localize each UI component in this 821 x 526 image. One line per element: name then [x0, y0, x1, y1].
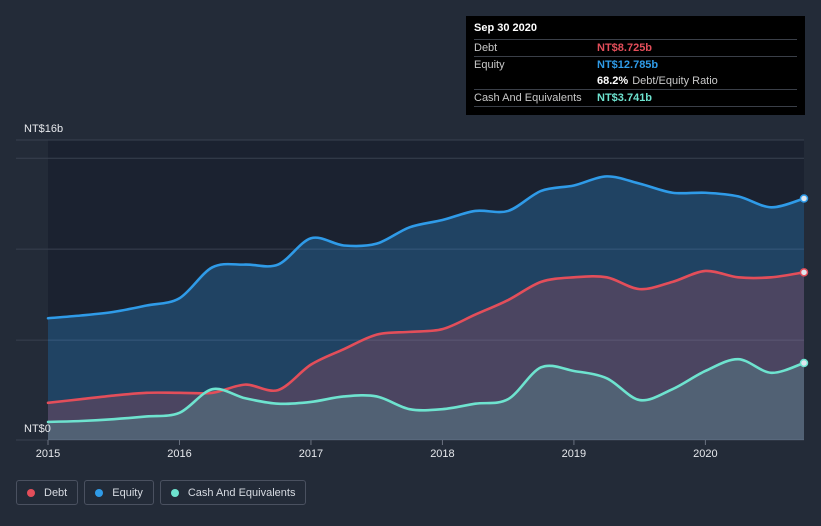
- legend-label-debt: Debt: [44, 486, 68, 499]
- line-cash-and-equivalents: [46, 357, 806, 424]
- data-tooltip: Sep 30 2020 Debt NT$8.725b Equity NT$12.…: [466, 16, 805, 115]
- tooltip-date: Sep 30 2020: [474, 22, 537, 34]
- series-areas: [48, 176, 804, 440]
- legend-label-equity: Equity: [112, 486, 143, 499]
- x-tick-label-2016: 2016: [167, 448, 191, 460]
- tooltip-ratio-row: 68.2% Debt/Equity Ratio: [474, 73, 797, 89]
- area-debt: [48, 270, 804, 440]
- tooltip-debt-row: Debt NT$8.725b: [474, 39, 797, 56]
- tooltip-cash-value: NT$3.741b: [597, 92, 653, 104]
- legend-item-equity[interactable]: Equity: [84, 480, 154, 505]
- cash-dot-icon: [170, 488, 179, 497]
- tooltip-ratio-label: Debt/Equity Ratio: [632, 75, 718, 87]
- gridlines: [16, 139, 804, 441]
- series-endpoints: [799, 194, 809, 368]
- x-tick-label-2017: 2017: [299, 448, 323, 460]
- series-lines: [46, 175, 806, 424]
- tooltip-cash-label: Cash And Equivalents: [474, 92, 582, 104]
- x-tick-label-2015: 2015: [36, 448, 60, 460]
- tooltip-debt-value: NT$8.725b: [597, 42, 653, 54]
- legend-item-cash[interactable]: Cash And Equivalents: [159, 480, 307, 505]
- legend-label-cash: Cash And Equivalents: [187, 486, 296, 499]
- endpoint-equity[interactable]: [799, 194, 809, 203]
- legend-item-debt[interactable]: Debt: [16, 480, 79, 505]
- x-tick-label-2019: 2019: [562, 448, 586, 460]
- x-tick-label-2020: 2020: [693, 448, 717, 460]
- tooltip-debt-label: Debt: [474, 42, 498, 54]
- line-equity: [46, 175, 806, 320]
- tooltip-cash-row: Cash And Equivalents NT$3.741b: [474, 89, 797, 107]
- debt-dot-icon: [27, 488, 35, 497]
- chart-legend: Debt Equity Cash And Equivalents: [16, 480, 307, 507]
- y-axis-top-label: NT$16b: [24, 123, 63, 135]
- equity-dot-icon: [95, 488, 104, 497]
- x-tick-label-2018: 2018: [430, 448, 454, 460]
- tooltip-equity-value: NT$12.785b: [597, 59, 659, 71]
- tooltip-ratio-percent: 68.2%: [597, 75, 629, 87]
- x-axis-ticks: 2015 2016 2017 2018 2019 2020: [36, 440, 718, 460]
- line-debt: [46, 269, 806, 405]
- debt-equity-chart: NT$16b NT$0 2015 2016 2017 2018 2019 2020: [16, 123, 809, 460]
- y-axis-bottom-label: NT$0: [24, 423, 51, 435]
- plot-background: [48, 140, 804, 440]
- tooltip-equity-label: Equity: [474, 59, 505, 71]
- area-equity: [48, 176, 804, 440]
- endpoint-debt[interactable]: [799, 268, 809, 277]
- area-cash-and-equivalents: [48, 359, 804, 440]
- endpoint-cash-and-equivalents[interactable]: [799, 358, 809, 368]
- tooltip-equity-row: Equity NT$12.785b: [474, 56, 797, 73]
